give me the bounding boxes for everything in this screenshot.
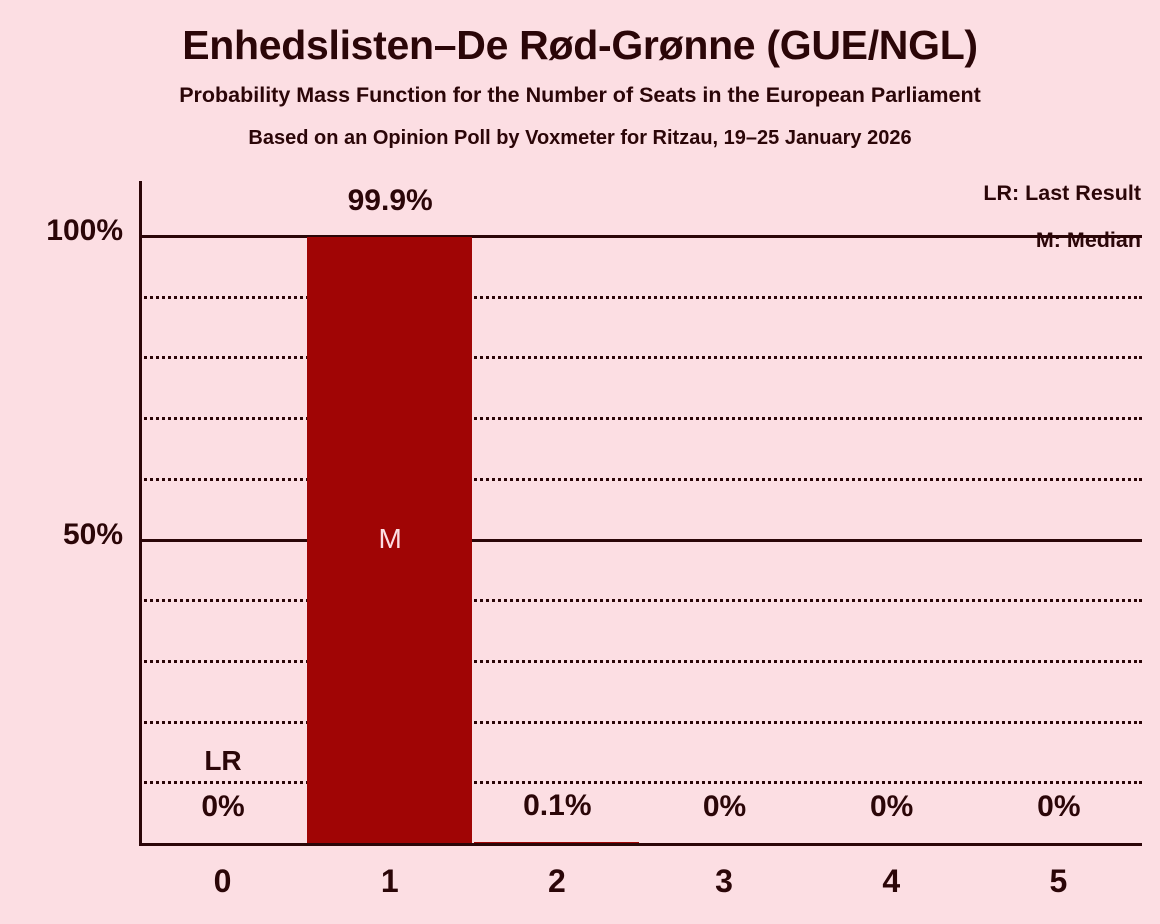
gridline-60 (139, 477, 1142, 481)
chart-legend: LR: Last Result M: Median (983, 181, 1141, 252)
bars-layer: 0% LR 99.9% M 0.1% 0% 0% 0% (139, 181, 1142, 846)
chart-subtitle: Probability Mass Function for the Number… (179, 83, 981, 108)
y-tick-label-50: 50% (62, 517, 123, 551)
bar-value-label-0: 0% (201, 790, 245, 823)
bar-slot-5[interactable]: 0% (975, 181, 1142, 846)
y-tick-label-100: 100% (46, 214, 123, 247)
x-tick-label-5: 5 (1049, 863, 1068, 899)
median-marker: M (378, 522, 402, 554)
bar-slot-3[interactable]: 0% (641, 181, 808, 846)
gridline-40 (139, 599, 1142, 603)
bar-value-label-1: 99.9% (347, 183, 433, 217)
last-result-marker: LR (204, 745, 242, 777)
y-axis-line (139, 181, 142, 846)
gridline-70 (139, 417, 1142, 421)
y-axis-tick-labels: 50% 100% (0, 181, 131, 846)
bar-2[interactable] (474, 842, 640, 843)
plot-area: 0% LR 99.9% M 0.1% 0% 0% 0% (139, 181, 1142, 846)
x-tick-label-0: 0 (213, 863, 232, 899)
bar-value-label-5: 0% (1037, 790, 1081, 823)
copyright-notice: © 2026 Filip van Laenen (1149, 0, 1160, 6)
gridline-20 (139, 720, 1142, 724)
chart-title: Enhedslisten–De Rød-Grønne (GUE/NGL) (182, 22, 978, 68)
gridline-100 (139, 235, 1142, 238)
legend-entry-last-result: LR: Last Result (983, 181, 1141, 205)
gridline-10 (139, 781, 1142, 785)
x-tick-label-2: 2 (548, 863, 566, 899)
x-axis-tick-labels: 0 1 2 3 4 5 (139, 863, 1142, 924)
gridline-50 (139, 538, 1142, 542)
bar-value-label-2: 0.1% (523, 789, 592, 823)
bar-slot-1[interactable]: 99.9% M (306, 181, 473, 846)
bar-slot-0[interactable]: 0% LR (139, 181, 306, 846)
gridline-30 (139, 659, 1142, 663)
gridline-90 (139, 295, 1142, 299)
x-tick-label-4: 4 (882, 863, 901, 899)
x-tick-label-1: 1 (380, 863, 399, 899)
gridline-80 (139, 356, 1142, 360)
chart-header: Enhedslisten–De Rød-Grønne (GUE/NGL) Pro… (0, 0, 1160, 149)
legend-entry-median: M: Median (1035, 227, 1141, 252)
bar-slot-2[interactable]: 0.1% (473, 181, 640, 846)
chart-source-note: Based on an Opinion Poll by Voxmeter for… (248, 126, 912, 149)
bar-1[interactable] (307, 236, 473, 843)
x-tick-label-3: 3 (715, 863, 733, 899)
bar-value-label-4: 0% (869, 790, 914, 823)
bar-value-label-3: 0% (702, 790, 747, 823)
x-axis-line (139, 843, 1142, 846)
bar-slot-4[interactable]: 0% (808, 181, 975, 846)
